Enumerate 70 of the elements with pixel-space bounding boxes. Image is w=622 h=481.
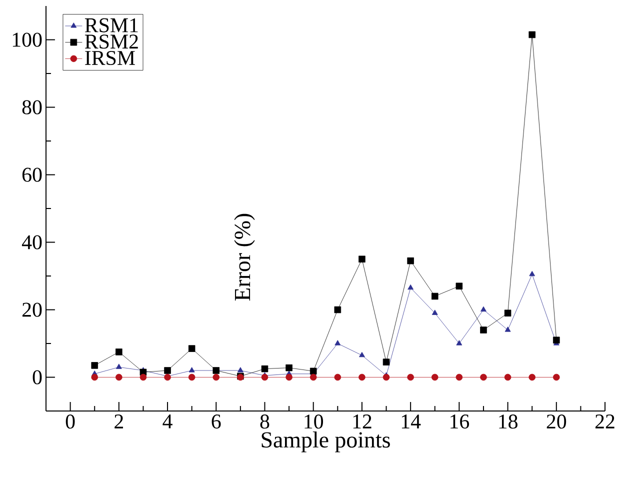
x-tick-label: 12 — [353, 414, 372, 428]
point — [334, 340, 341, 346]
x-tick-label: 16 — [450, 414, 470, 429]
point — [310, 368, 317, 375]
point — [286, 364, 292, 372]
point — [553, 336, 560, 344]
point — [504, 326, 511, 332]
point — [407, 374, 414, 381]
point — [504, 374, 512, 381]
point — [480, 326, 487, 334]
x-tick-label: 20 — [546, 414, 566, 429]
y-tick-label: 60 — [22, 168, 42, 182]
point — [553, 374, 560, 381]
point — [237, 367, 244, 372]
point — [358, 256, 366, 263]
point — [407, 257, 414, 264]
y-tick-label: 100 — [12, 32, 42, 47]
point — [286, 374, 292, 381]
point — [116, 364, 122, 369]
point — [456, 282, 463, 290]
point — [408, 284, 414, 290]
point — [116, 348, 122, 356]
point — [188, 345, 196, 352]
point — [261, 374, 268, 381]
x-tick-label: 8 — [260, 414, 270, 429]
point — [480, 374, 487, 381]
point — [456, 374, 463, 381]
point — [334, 306, 342, 314]
y-tick-label: 20 — [22, 302, 42, 317]
y-axis-title: Error (%) — [234, 214, 255, 301]
point — [164, 374, 171, 381]
legend-label: RSM2 — [84, 34, 138, 49]
point — [528, 374, 536, 381]
legend-label: RSM1 — [84, 18, 138, 32]
point — [528, 31, 536, 38]
point — [382, 358, 390, 366]
y-tick-label: 80 — [22, 100, 42, 114]
x-tick-label: 22 — [595, 414, 614, 428]
x-axis-title: Sample points — [262, 431, 390, 452]
point — [358, 374, 366, 381]
point — [431, 292, 438, 300]
point — [91, 374, 98, 381]
point — [91, 362, 98, 369]
point — [382, 374, 390, 381]
point — [164, 367, 171, 374]
x-tick-label: 4 — [162, 414, 172, 428]
point — [261, 365, 268, 372]
point — [310, 374, 317, 381]
point — [432, 310, 438, 315]
point — [359, 352, 365, 358]
point — [456, 340, 462, 346]
x-tick-label: 0 — [66, 414, 75, 429]
x-tick-label: 6 — [212, 414, 221, 429]
point — [480, 306, 486, 312]
x-tick-label: 14 — [402, 414, 421, 428]
x-tick-label: 2 — [114, 414, 123, 428]
point — [140, 374, 147, 381]
point — [334, 374, 342, 381]
y-tick-label: 0 — [32, 370, 42, 384]
point — [188, 367, 195, 372]
y-tick-label: 40 — [22, 235, 42, 250]
x-tick-label: 10 — [304, 414, 324, 429]
point — [212, 374, 220, 381]
legend-label: IRSM — [85, 50, 135, 66]
point — [504, 310, 512, 317]
point — [116, 374, 122, 381]
point — [431, 374, 438, 381]
x-tick-label: 18 — [499, 414, 518, 429]
point — [188, 374, 196, 381]
point — [529, 270, 536, 276]
